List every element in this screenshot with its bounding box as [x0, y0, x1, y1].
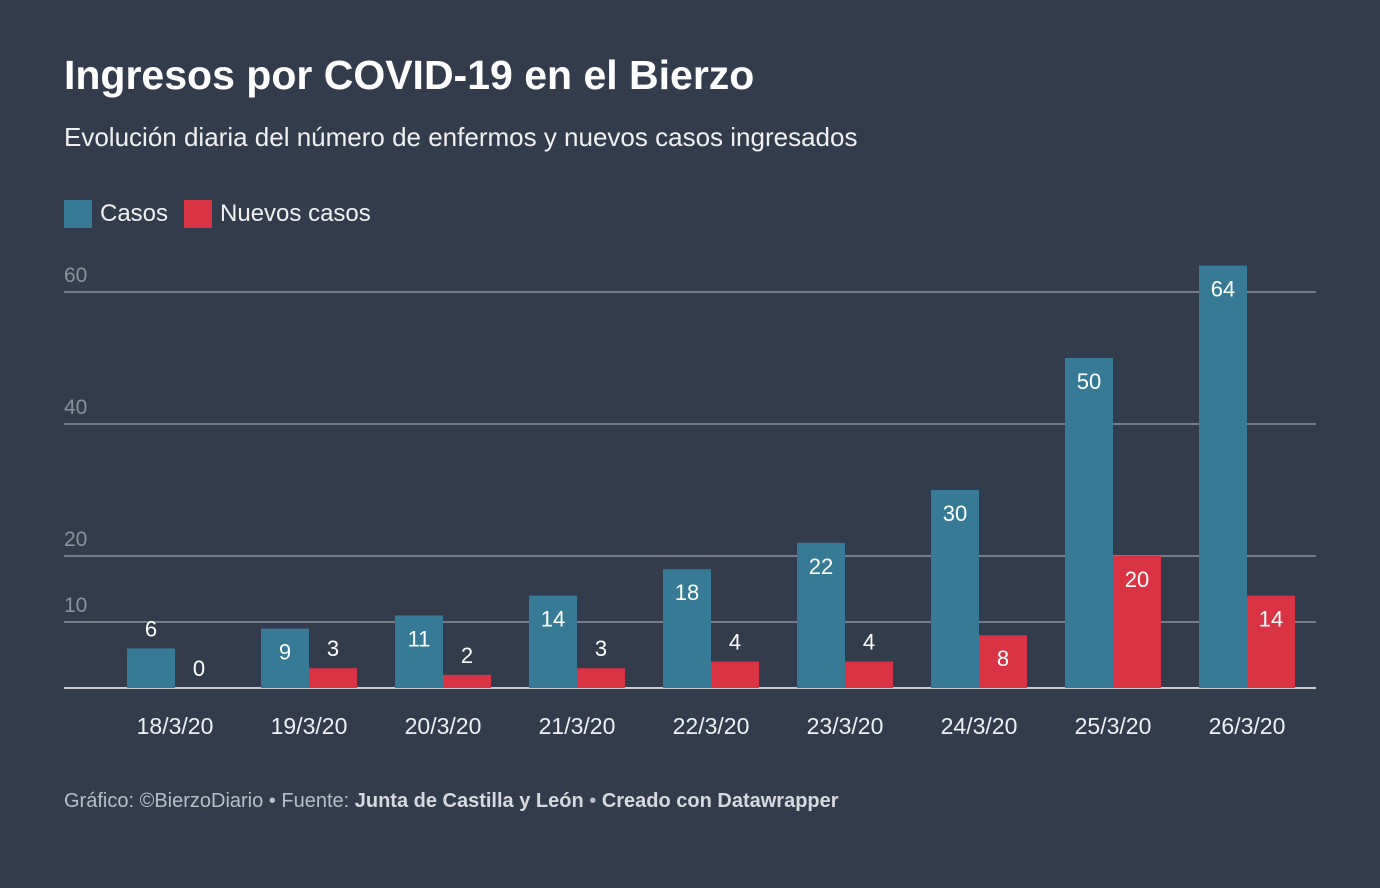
- legend-item-casos: Casos: [64, 200, 168, 228]
- value-label-casos-24/3/20: 30: [943, 501, 967, 526]
- value-label-nuevos-casos-19/3/20: 3: [327, 636, 339, 661]
- footer: Gráfico: ©BierzoDiario • Fuente: Junta d…: [64, 790, 839, 813]
- value-label-casos-20/3/20: 11: [408, 626, 431, 651]
- value-label-nuevos-casos-22/3/20: 4: [729, 630, 741, 655]
- value-label-nuevos-casos-25/3/20: 20: [1125, 567, 1149, 592]
- x-tick-label-20/3/20: 20/3/20: [405, 713, 482, 739]
- footer-prefix: Gráfico: ©BierzoDiario • Fuente:: [64, 790, 355, 812]
- value-label-casos-23/3/20: 22: [809, 554, 833, 579]
- x-tick-label-24/3/20: 24/3/20: [941, 713, 1018, 739]
- y-tick-label-40: 40: [64, 396, 87, 419]
- value-label-nuevos-casos-21/3/20: 3: [595, 636, 607, 661]
- value-label-nuevos-casos-20/3/20: 2: [461, 643, 473, 668]
- legend-swatch-casos: [64, 200, 92, 228]
- legend-item-nuevos-casos: Nuevos casos: [184, 200, 371, 228]
- bar-casos-21/3/20[interactable]: [529, 595, 577, 688]
- bar-casos-26/3/20[interactable]: [1199, 265, 1247, 688]
- value-label-casos-26/3/20: 64: [1211, 277, 1235, 302]
- footer-separator: •: [583, 790, 602, 812]
- bar-nuevos-casos-22/3/20[interactable]: [711, 661, 759, 688]
- value-label-nuevos-casos-26/3/20: 14: [1259, 607, 1283, 632]
- x-tick-label-18/3/20: 18/3/20: [137, 713, 214, 739]
- legend: Casos Nuevos casos: [64, 200, 387, 228]
- value-label-casos-22/3/20: 18: [675, 580, 699, 605]
- bar-casos-23/3/20[interactable]: [797, 542, 845, 688]
- bar-nuevos-casos-26/3/20[interactable]: [1247, 595, 1295, 688]
- bar-casos-18/3/20[interactable]: [127, 648, 175, 688]
- labels-layer: 6 0 18/3/20 9 3 19/3/20 11 2 20/3/20 14 3 21/3/20 18…: [137, 277, 1286, 739]
- value-label-casos-18/3/20: 6: [145, 616, 157, 641]
- value-label-casos-19/3/20: 9: [279, 640, 291, 665]
- x-tick-label-23/3/20: 23/3/20: [807, 713, 884, 739]
- value-label-nuevos-casos-23/3/20: 4: [863, 630, 875, 655]
- bar-casos-24/3/20[interactable]: [931, 490, 979, 688]
- y-tick-label-60: 60: [64, 264, 87, 287]
- bar-nuevos-casos-20/3/20[interactable]: [443, 674, 491, 688]
- y-tick-label-10: 10: [64, 594, 87, 617]
- bar-casos-20/3/20[interactable]: [395, 615, 443, 688]
- chart-title: Ingresos por COVID-19 en el Bierzo: [64, 52, 755, 98]
- legend-label-nuevos-casos: Nuevos casos: [220, 200, 371, 227]
- bar-casos-25/3/20[interactable]: [1065, 358, 1113, 688]
- x-tick-label-25/3/20: 25/3/20: [1075, 713, 1152, 739]
- bar-nuevos-casos-25/3/20[interactable]: [1113, 556, 1161, 688]
- value-label-casos-25/3/20: 50: [1077, 369, 1101, 394]
- y-tick-label-20: 20: [64, 528, 87, 551]
- footer-credit[interactable]: Creado con Datawrapper: [601, 790, 839, 812]
- value-label-casos-21/3/20: 14: [541, 607, 565, 632]
- bar-nuevos-casos-23/3/20[interactable]: [845, 661, 893, 688]
- value-label-nuevos-casos-18/3/20: 0: [193, 656, 205, 681]
- value-label-nuevos-casos-24/3/20: 8: [997, 646, 1009, 671]
- bar-nuevos-casos-24/3/20[interactable]: [979, 635, 1027, 688]
- chart-subtitle: Evolución diaria del número de enfermos …: [64, 122, 858, 152]
- bar-casos-22/3/20[interactable]: [663, 569, 711, 688]
- bar-nuevos-casos-19/3/20[interactable]: [309, 668, 357, 688]
- legend-swatch-nuevos-casos: [184, 200, 213, 228]
- bars-layer: [127, 265, 1295, 688]
- x-tick-label-21/3/20: 21/3/20: [539, 713, 616, 739]
- x-tick-label-22/3/20: 22/3/20: [673, 713, 750, 739]
- x-tick-label-19/3/20: 19/3/20: [271, 713, 348, 739]
- bar-casos-19/3/20[interactable]: [261, 628, 309, 688]
- bar-nuevos-casos-21/3/20[interactable]: [577, 668, 625, 688]
- x-tick-label-26/3/20: 26/3/20: [1209, 713, 1286, 739]
- footer-source[interactable]: Junta de Castilla y León: [354, 790, 584, 812]
- legend-label-casos: Casos: [100, 200, 169, 227]
